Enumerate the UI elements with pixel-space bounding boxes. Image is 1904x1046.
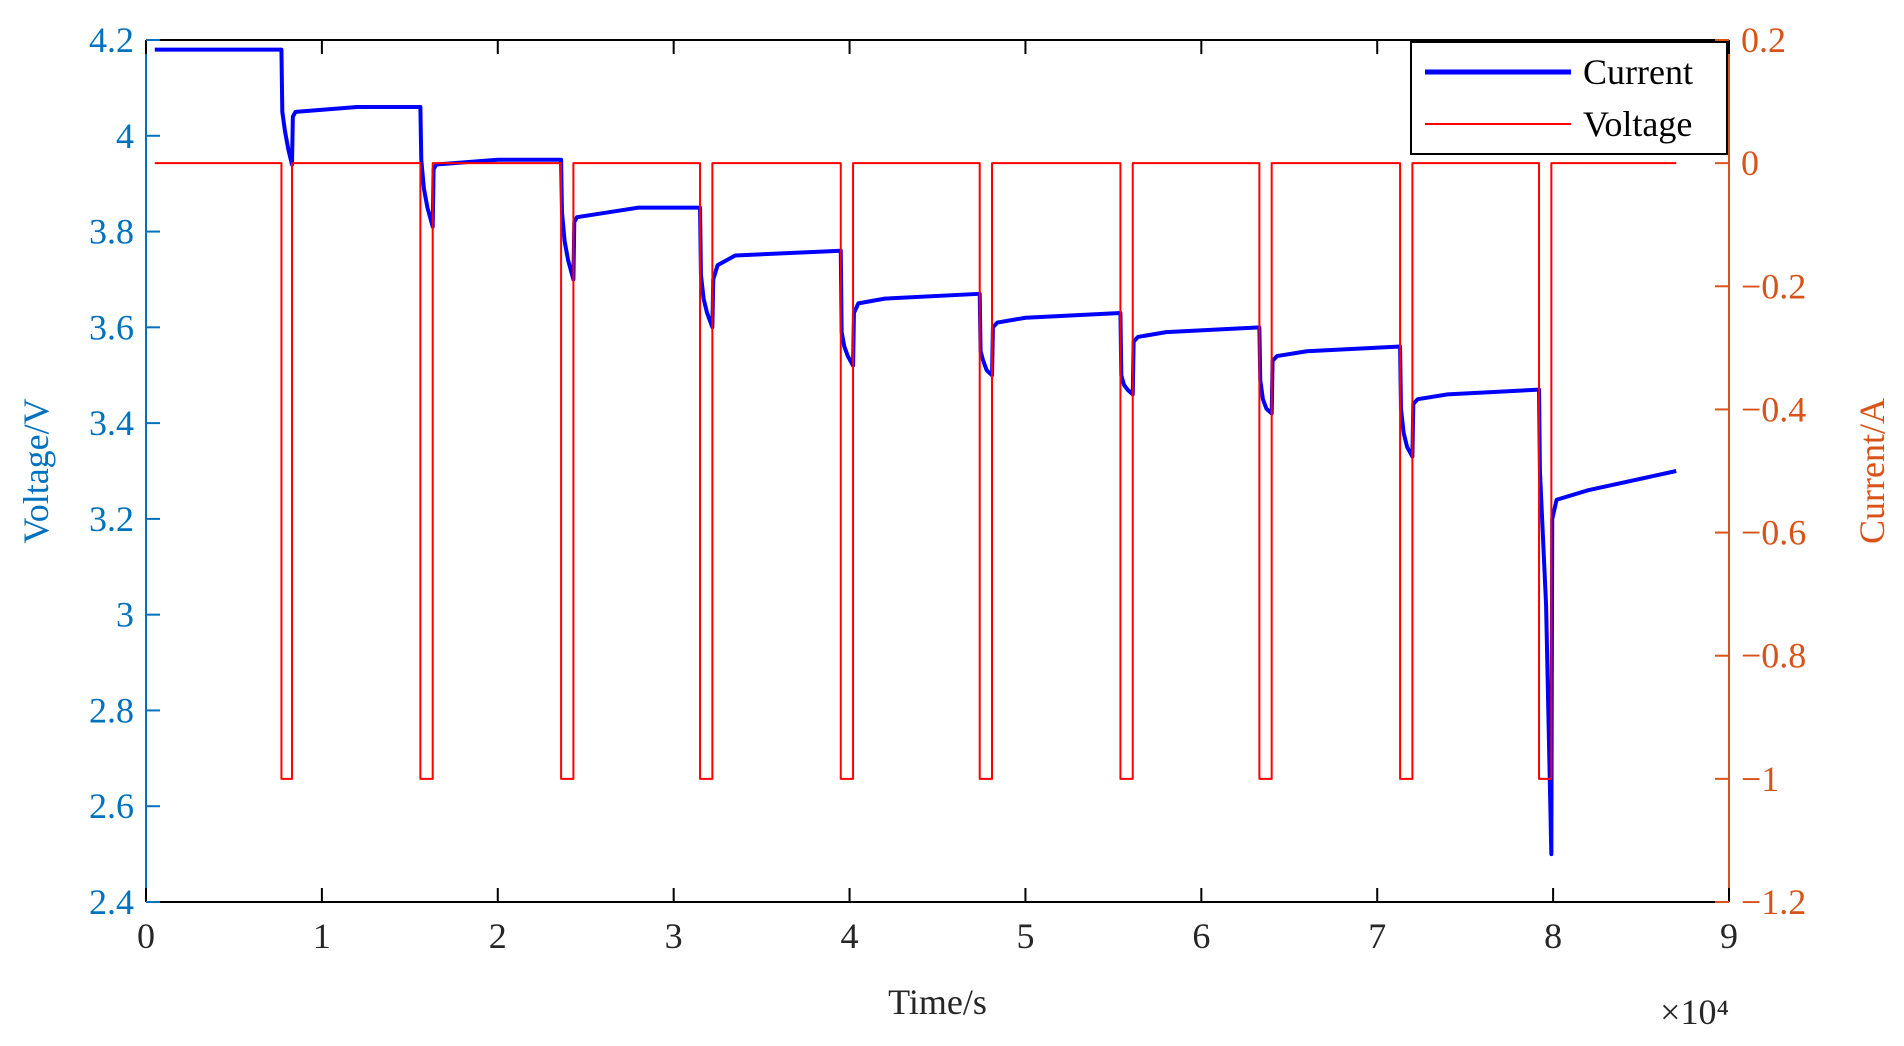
y-tick-label: 3.2 [89, 499, 134, 539]
x-tick-label: 4 [841, 916, 859, 956]
x-tick-label: 6 [1192, 916, 1210, 956]
y-tick-label: 3.6 [89, 307, 134, 347]
y2-tick-label: −0.2 [1741, 266, 1806, 306]
y2-tick-label: −1.2 [1741, 882, 1806, 922]
legend-label: Voltage [1583, 104, 1692, 144]
y-axis-label: Voltage/V [16, 398, 56, 543]
x-tick-label: 0 [137, 916, 155, 956]
series-line [154, 47, 1677, 857]
x-tick-label: 9 [1720, 916, 1738, 956]
series-line [154, 162, 1677, 780]
y2-tick-label: −0.4 [1741, 389, 1806, 429]
y2-tick-label: −0.6 [1741, 513, 1806, 553]
y-tick-label: 4 [116, 116, 134, 156]
y-tick-label: 3 [116, 595, 134, 635]
y2-tick-label: −1 [1741, 759, 1779, 799]
x-tick-label: 3 [665, 916, 683, 956]
x-tick-label: 7 [1368, 916, 1386, 956]
y2-axis-label: Current/A [1852, 398, 1892, 544]
y-tick-label: 2.8 [89, 690, 134, 730]
x-tick-label: 8 [1544, 916, 1562, 956]
x-tick-label: 2 [489, 916, 507, 956]
x-tick-label: 5 [1016, 916, 1034, 956]
y-tick-label: 3.8 [89, 212, 134, 252]
y-tick-label: 4.2 [89, 20, 134, 60]
y-tick-label: 2.4 [89, 882, 134, 922]
y2-tick-label: 0 [1741, 143, 1759, 183]
legend-label: Current [1583, 52, 1693, 92]
y-tick-label: 2.6 [89, 786, 134, 826]
x-tick-label: 1 [313, 916, 331, 956]
x-axis-label: Time/s [888, 982, 987, 1022]
y2-tick-label: −0.8 [1741, 636, 1806, 676]
y-tick-label: 3.4 [89, 403, 134, 443]
x-multiplier: ×10⁴ [1660, 992, 1729, 1032]
y2-tick-label: 0.2 [1741, 20, 1786, 60]
legend-box [1410, 41, 1728, 155]
